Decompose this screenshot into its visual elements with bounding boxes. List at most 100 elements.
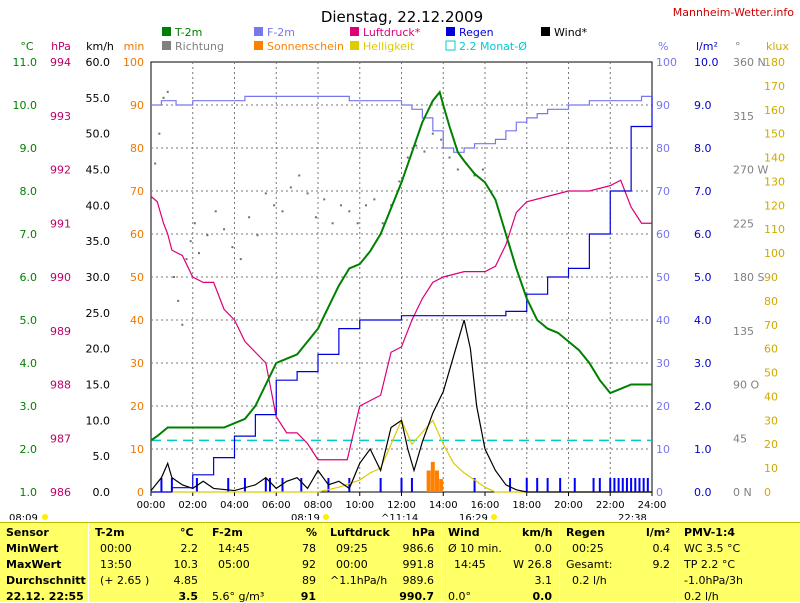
pmv-windchill: WC 3.5 °C bbox=[684, 542, 741, 555]
tick-rain: 2.0 bbox=[694, 400, 712, 413]
direction-point bbox=[193, 222, 196, 225]
unit-wind: km/h bbox=[86, 40, 114, 53]
legend-label: T-2m bbox=[174, 26, 202, 39]
tick-wind: 5.0 bbox=[93, 450, 111, 463]
direction-point bbox=[214, 210, 217, 213]
direction-point bbox=[162, 96, 165, 99]
x-tick-label: 02:00 bbox=[178, 500, 207, 511]
t2m-avg-value: 4.85 bbox=[173, 574, 199, 587]
sensor-row-max: MaxWert bbox=[6, 558, 62, 571]
sunset-icon bbox=[491, 514, 497, 520]
sunshine-series bbox=[426, 461, 444, 492]
legend-swatch bbox=[541, 27, 550, 36]
tick-pressure: 989 bbox=[50, 325, 71, 338]
direction-point bbox=[423, 150, 426, 153]
wind-min-note: Ø 10 min. bbox=[448, 542, 502, 555]
direction-point bbox=[223, 228, 226, 231]
chart-title: Dienstag, 22.12.2009 bbox=[321, 8, 483, 26]
tick-humidity: 60 bbox=[656, 228, 670, 241]
tick-temp_c: 4.0 bbox=[20, 357, 38, 370]
direction-point bbox=[331, 222, 334, 225]
wind-avg-value: 3.1 bbox=[534, 574, 553, 587]
tick-pressure: 990 bbox=[50, 271, 71, 284]
pmv-pressure-trend: -1.0hPa/3h bbox=[684, 574, 743, 587]
tick-rain: 7.0 bbox=[694, 185, 712, 198]
wind-header: Wind bbox=[448, 526, 480, 539]
tick-light: 150 bbox=[764, 128, 785, 141]
pressure-min-value: 986.6 bbox=[402, 542, 435, 555]
tick-temp_c: 11.0 bbox=[13, 56, 38, 69]
unit-humidity: % bbox=[658, 40, 668, 53]
wind-unit: km/h bbox=[522, 526, 553, 539]
direction-point bbox=[273, 204, 276, 207]
tick-wind: 10.0 bbox=[86, 414, 111, 427]
tick-wind: 60.0 bbox=[86, 56, 111, 69]
tick-light: 180 bbox=[764, 56, 785, 69]
right-axes: 01020304050607080901000.01.02.03.04.05.0… bbox=[656, 56, 785, 499]
pressure-current-value: 990.7 bbox=[399, 590, 434, 603]
series-f2m bbox=[151, 95, 652, 153]
tick-sun_min: 30 bbox=[130, 357, 144, 370]
f2m-max-value: 92 bbox=[302, 558, 316, 571]
legend-label: Sonnenschein bbox=[267, 40, 344, 53]
direction-point bbox=[390, 204, 393, 207]
sunshine-bar bbox=[430, 461, 435, 492]
tick-light: 130 bbox=[764, 175, 785, 188]
tick-temp_c: 1.0 bbox=[20, 486, 38, 499]
rain-total-label: Gesamt: bbox=[566, 558, 613, 571]
direction-point bbox=[189, 240, 192, 243]
direction-point bbox=[158, 132, 161, 135]
tick-light: 80 bbox=[764, 295, 778, 308]
tick-direction: 225 bbox=[733, 217, 754, 230]
direction-point bbox=[172, 276, 175, 278]
time-markers: 08:09 08:19 ^11:14 16:29 22:38 bbox=[9, 513, 647, 520]
direction-point bbox=[185, 258, 188, 261]
legend-swatch bbox=[446, 27, 455, 36]
tick-temp_c: 6.0 bbox=[20, 271, 38, 284]
tick-wind: 35.0 bbox=[86, 235, 111, 248]
f2m-min-value: 78 bbox=[302, 542, 316, 555]
tick-rain: 6.0 bbox=[694, 228, 712, 241]
sensor-header: Sensor bbox=[6, 526, 49, 539]
tick-direction: 360 N bbox=[733, 56, 766, 69]
tick-direction: 90 O bbox=[733, 379, 759, 392]
tick-pressure: 991 bbox=[50, 217, 71, 230]
legend-label: Richtung bbox=[175, 40, 224, 53]
direction-point bbox=[398, 180, 401, 183]
weather-chart: Dienstag, 22.12.2009 Mannheim-Wetter.inf… bbox=[9, 6, 795, 520]
t2m-min-time: 00:00 bbox=[100, 542, 132, 555]
direction-point bbox=[239, 258, 242, 261]
site-link[interactable]: Mannheim-Wetter.info bbox=[673, 6, 795, 19]
direction-series bbox=[154, 90, 484, 326]
tick-temp_c: 2.0 bbox=[20, 443, 38, 456]
tick-wind: 40.0 bbox=[86, 199, 111, 212]
tick-wind: 55.0 bbox=[86, 92, 111, 105]
unit-temp_c: °C bbox=[20, 40, 34, 53]
legend-swatch bbox=[254, 27, 263, 36]
tick-humidity: 90 bbox=[656, 99, 670, 112]
tick-sun_min: 80 bbox=[130, 142, 144, 155]
direction-point bbox=[356, 222, 359, 225]
tick-light: 100 bbox=[764, 247, 785, 260]
f2m-current-value: 91 bbox=[300, 590, 316, 603]
legend-label: Wind* bbox=[554, 26, 588, 39]
pmv-rain-rate: 0.2 l/h bbox=[684, 590, 719, 603]
tick-light: 40 bbox=[764, 390, 778, 403]
tick-wind: 45.0 bbox=[86, 164, 111, 177]
tick-rain: 8.0 bbox=[694, 142, 712, 155]
tick-temp_c: 8.0 bbox=[20, 185, 38, 198]
tick-sun_min: 40 bbox=[130, 314, 144, 327]
chart-legend: T-2m F-2m Luftdruck* Regen Wind* Richtung Sonn… bbox=[162, 26, 588, 53]
sunshine-bar bbox=[434, 470, 439, 492]
unit-pressure: hPa bbox=[51, 40, 71, 53]
tick-sun_min: 90 bbox=[130, 99, 144, 112]
t2m-header: T-2m bbox=[95, 526, 125, 539]
tick-light: 30 bbox=[764, 414, 778, 427]
tick-sun_min: 50 bbox=[130, 271, 144, 284]
rain-header: Regen bbox=[566, 526, 606, 539]
tick-pressure: 987 bbox=[50, 432, 71, 445]
direction-point bbox=[206, 234, 209, 237]
direction-point bbox=[281, 210, 284, 213]
t2m-max-time: 13:50 bbox=[100, 558, 132, 571]
tick-rain: 3.0 bbox=[694, 357, 712, 370]
